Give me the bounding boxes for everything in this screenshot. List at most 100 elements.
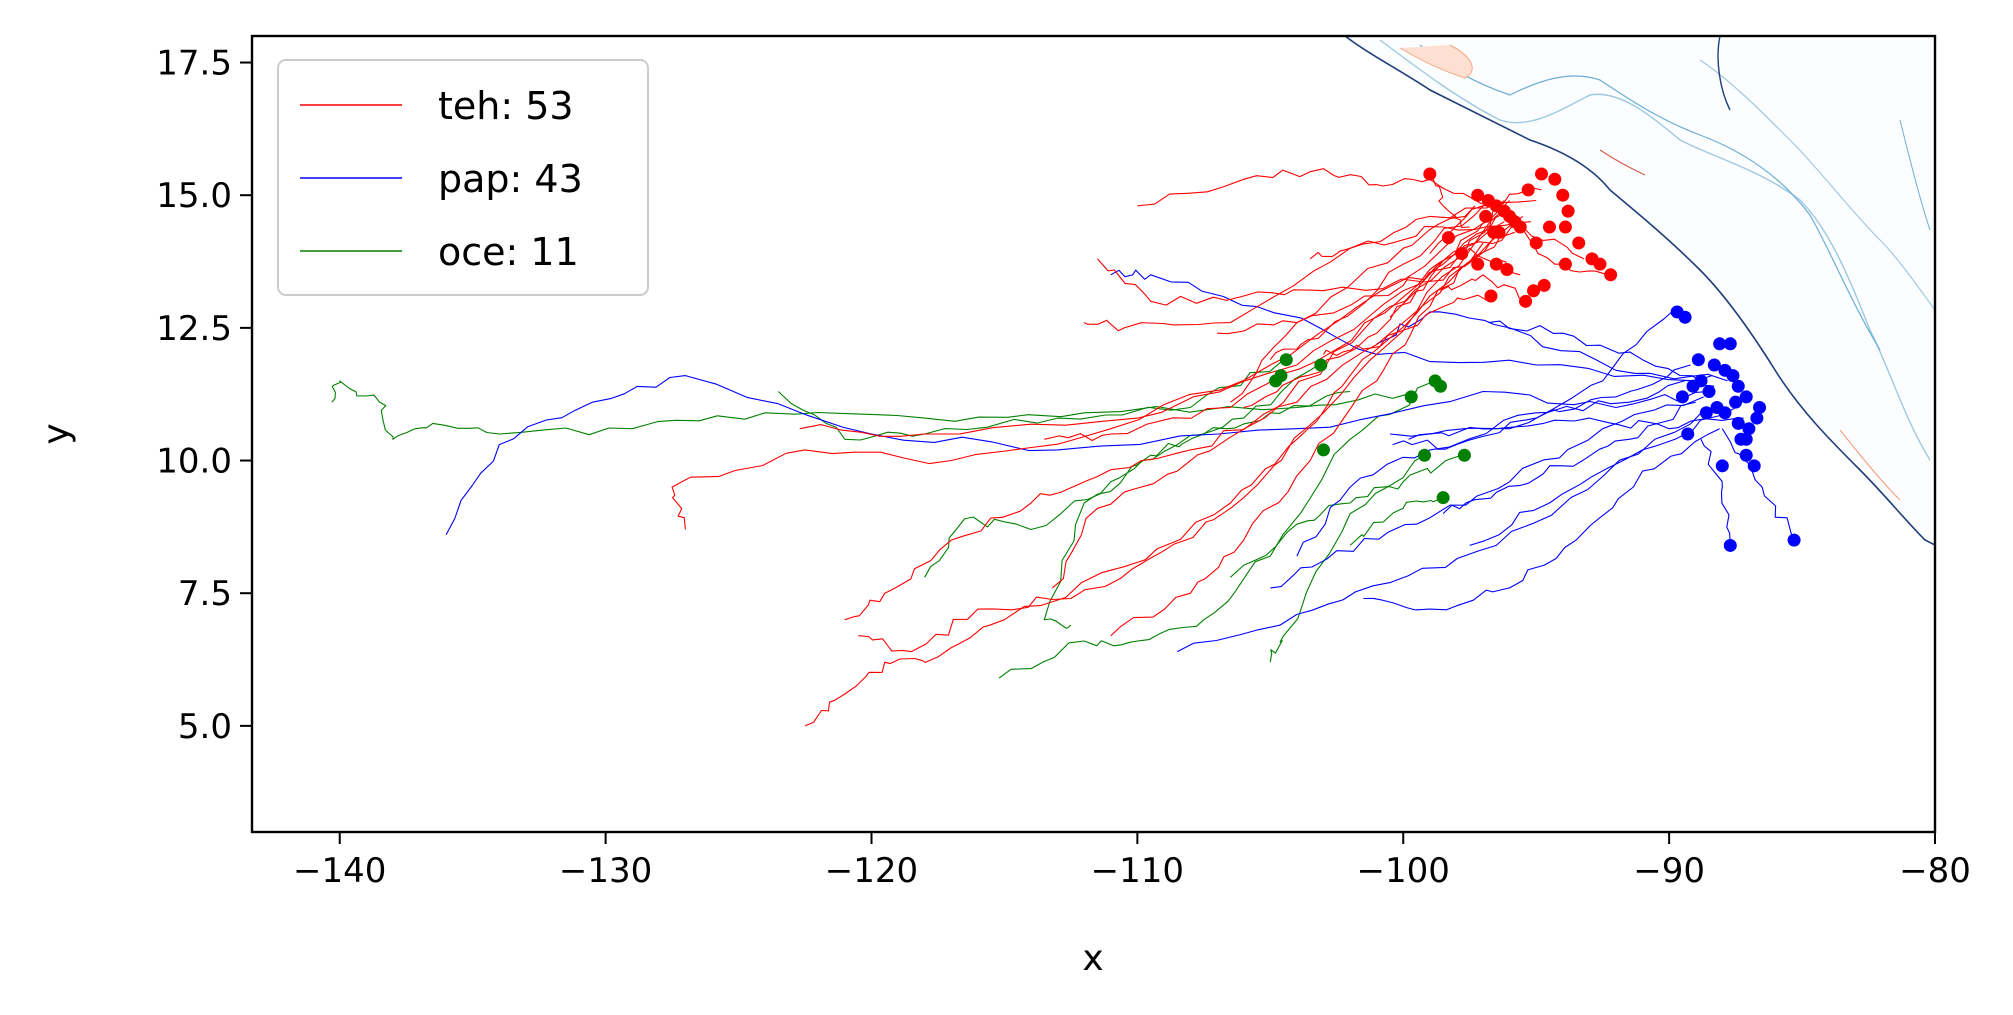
end-point-teh bbox=[1471, 257, 1485, 271]
x-tick-label: −100 bbox=[1357, 851, 1450, 891]
end-point-teh bbox=[1423, 167, 1437, 181]
end-point-teh bbox=[1479, 209, 1493, 223]
end-point-oce bbox=[1457, 448, 1471, 462]
track-teh bbox=[1083, 221, 1531, 332]
legend-label-pap: pap: 43 bbox=[438, 157, 583, 201]
track-oce bbox=[331, 380, 1417, 440]
end-point-pap bbox=[1753, 400, 1767, 414]
end-point-pap bbox=[1729, 395, 1743, 409]
track-pap bbox=[1721, 428, 1795, 541]
track-pap bbox=[1177, 407, 1707, 653]
end-point-pap bbox=[1750, 411, 1764, 425]
end-point-teh bbox=[1455, 247, 1469, 261]
end-point-teh bbox=[1484, 289, 1498, 303]
end-point-pap bbox=[1742, 422, 1756, 436]
track-teh bbox=[1269, 200, 1489, 361]
legend-box bbox=[277, 59, 649, 296]
end-point-teh bbox=[1604, 268, 1618, 282]
end-point-pap bbox=[1718, 406, 1732, 420]
end-point-oce bbox=[1436, 491, 1450, 505]
x-tick-label: −140 bbox=[293, 851, 386, 891]
track-teh bbox=[1429, 173, 1470, 228]
end-point-oce bbox=[1404, 390, 1418, 404]
end-point-teh bbox=[1489, 257, 1503, 271]
y-tick-label: 5.0 bbox=[178, 707, 232, 747]
y-tick-label: 12.5 bbox=[156, 309, 232, 349]
end-point-teh bbox=[1500, 262, 1514, 276]
end-point-pap bbox=[1713, 337, 1727, 351]
end-point-oce bbox=[1269, 374, 1283, 388]
end-point-teh bbox=[1535, 167, 1549, 181]
track-teh bbox=[804, 215, 1524, 727]
y-tick-label: 17.5 bbox=[156, 44, 232, 84]
x-tick-label: −90 bbox=[1633, 851, 1705, 891]
end-point-pap bbox=[1686, 379, 1700, 393]
y-tick-label: 15.0 bbox=[156, 176, 232, 216]
track-oce bbox=[1269, 454, 1425, 663]
end-point-teh bbox=[1561, 204, 1575, 218]
end-point-teh bbox=[1529, 236, 1543, 250]
coastline-map bbox=[1343, 36, 1935, 546]
track-pap bbox=[1270, 396, 1704, 589]
end-point-pap bbox=[1787, 533, 1801, 547]
track-pap bbox=[1110, 269, 1699, 382]
track-teh bbox=[1309, 199, 1537, 260]
track-pap bbox=[1488, 320, 1715, 387]
track-pap bbox=[1363, 428, 1720, 611]
y-axis: 5.0 7.5 10.0 12.5 15.0 17.5 bbox=[156, 44, 252, 747]
end-point-teh bbox=[1537, 278, 1551, 292]
end-point-teh bbox=[1441, 231, 1455, 245]
end-point-teh bbox=[1572, 236, 1586, 250]
plot-frame bbox=[250, 34, 1937, 834]
end-point-pap bbox=[1675, 390, 1689, 404]
track-teh bbox=[1230, 205, 1476, 403]
track-pap bbox=[1408, 417, 1744, 440]
track-teh bbox=[1137, 168, 1502, 212]
end-point-pap bbox=[1699, 406, 1713, 420]
end-point-pap bbox=[1715, 459, 1729, 473]
track-oce bbox=[924, 364, 1319, 578]
track-teh bbox=[1389, 226, 1585, 318]
end-point-pap bbox=[1731, 416, 1745, 430]
end-point-oce bbox=[1314, 358, 1328, 372]
end-point-pap bbox=[1702, 385, 1716, 399]
end-point-teh bbox=[1527, 284, 1541, 298]
y-tick-label: 10.0 bbox=[156, 442, 232, 482]
end-point-pap bbox=[1691, 353, 1705, 367]
end-point-pap bbox=[1718, 363, 1732, 377]
track-pap bbox=[1442, 401, 1696, 514]
end-point-teh bbox=[1558, 220, 1572, 234]
track-teh bbox=[1097, 231, 1516, 306]
end-point-teh bbox=[1471, 188, 1485, 202]
end-point-teh bbox=[1519, 294, 1533, 308]
track-oce bbox=[1230, 454, 1465, 578]
track-teh bbox=[1044, 216, 1497, 442]
end-point-pap bbox=[1723, 538, 1737, 552]
track-pap bbox=[1389, 311, 1673, 437]
track-teh bbox=[671, 200, 1510, 530]
end-point-teh bbox=[1558, 257, 1572, 271]
track-oce bbox=[998, 380, 1436, 679]
end-point-teh bbox=[1593, 257, 1607, 271]
track-pap bbox=[1392, 364, 1691, 450]
end-point-oce bbox=[1418, 448, 1432, 462]
end-point-teh bbox=[1492, 225, 1506, 239]
end-point-pap bbox=[1707, 358, 1721, 372]
x-axis: −140 −130 −120 −110 −100 −90 −80 bbox=[293, 832, 1971, 891]
end-point-pap bbox=[1739, 390, 1753, 404]
legend: teh: 53 pap: 43 oce: 11 bbox=[277, 59, 649, 296]
end-point-oce bbox=[1316, 443, 1330, 457]
end-point-oce bbox=[1433, 379, 1447, 393]
track-oce bbox=[1349, 497, 1444, 546]
track-teh bbox=[1440, 274, 1529, 302]
track-teh bbox=[858, 210, 1502, 653]
end-point-oce bbox=[1279, 353, 1293, 367]
end-point-teh bbox=[1556, 188, 1570, 202]
track-teh bbox=[1110, 237, 1495, 637]
x-tick-label: −80 bbox=[1899, 851, 1971, 891]
x-tick-label: −130 bbox=[559, 851, 652, 891]
end-point-pap bbox=[1747, 459, 1761, 473]
end-point-pap bbox=[1731, 379, 1745, 393]
end-point-pap bbox=[1678, 310, 1692, 324]
